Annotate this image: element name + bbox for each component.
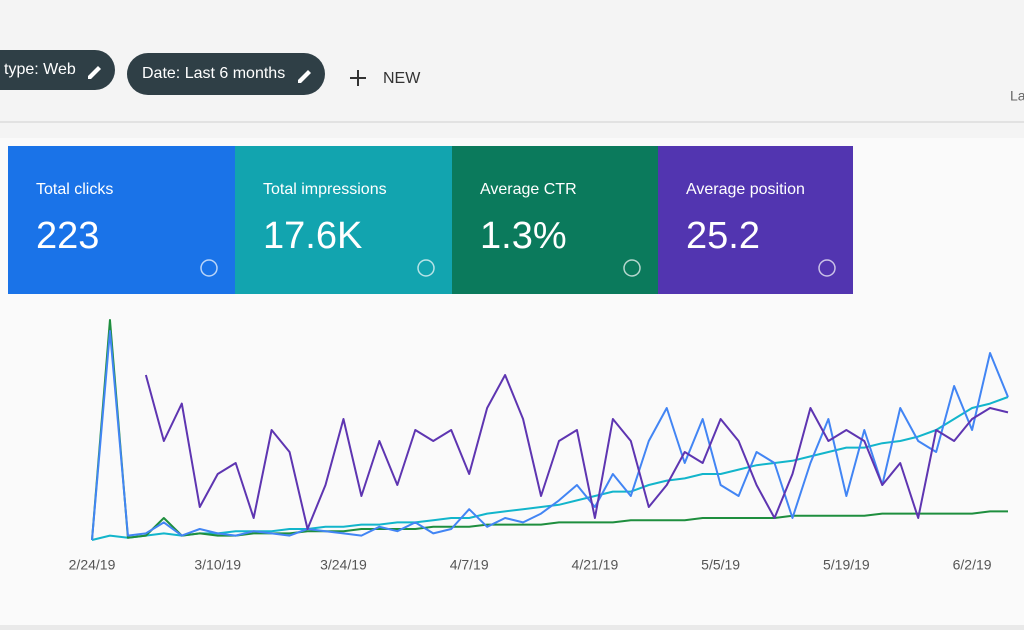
series-line <box>91 330 1009 541</box>
metric-card <box>8 146 235 294</box>
plus-icon <box>350 70 366 86</box>
edit-icon <box>298 70 311 83</box>
edit-icon <box>88 66 101 79</box>
x-tick-label: 3/10/19 <box>194 557 241 573</box>
chip-label: Date: Last 6 months <box>142 65 285 82</box>
help-icon <box>200 259 218 277</box>
x-tick-label: 5/19/19 <box>823 557 870 573</box>
card-value: 223 <box>36 215 99 257</box>
card-label: Average CTR <box>480 181 577 198</box>
new-button[interactable]: NEW <box>383 70 421 87</box>
x-tick-label: 4/21/19 <box>572 557 619 573</box>
series-line <box>91 319 1008 541</box>
series-line <box>144 374 1009 530</box>
card-value: 25.2 <box>686 215 760 257</box>
x-tick-label: 2/24/19 <box>69 557 116 573</box>
metric-card <box>658 146 853 294</box>
filter-chip[interactable] <box>127 53 325 95</box>
x-tick-label: 4/7/19 <box>450 557 489 573</box>
truncated-text: La <box>1010 88 1024 104</box>
help-icon <box>623 259 641 277</box>
chip-label: type: Web <box>4 61 76 78</box>
filter-chip[interactable] <box>0 50 115 90</box>
x-tick-label: 6/2/19 <box>953 557 992 573</box>
x-tick-label: 3/24/19 <box>320 557 367 573</box>
x-tick-label: 5/5/19 <box>701 557 740 573</box>
card-label: Total impressions <box>263 181 387 198</box>
card-label: Average position <box>686 181 805 198</box>
help-icon <box>417 259 435 277</box>
card-value: 1.3% <box>480 215 567 257</box>
card-label: Total clicks <box>36 181 113 198</box>
help-icon <box>818 259 836 277</box>
card-value: 17.6K <box>263 215 362 257</box>
metric-card <box>235 146 452 294</box>
